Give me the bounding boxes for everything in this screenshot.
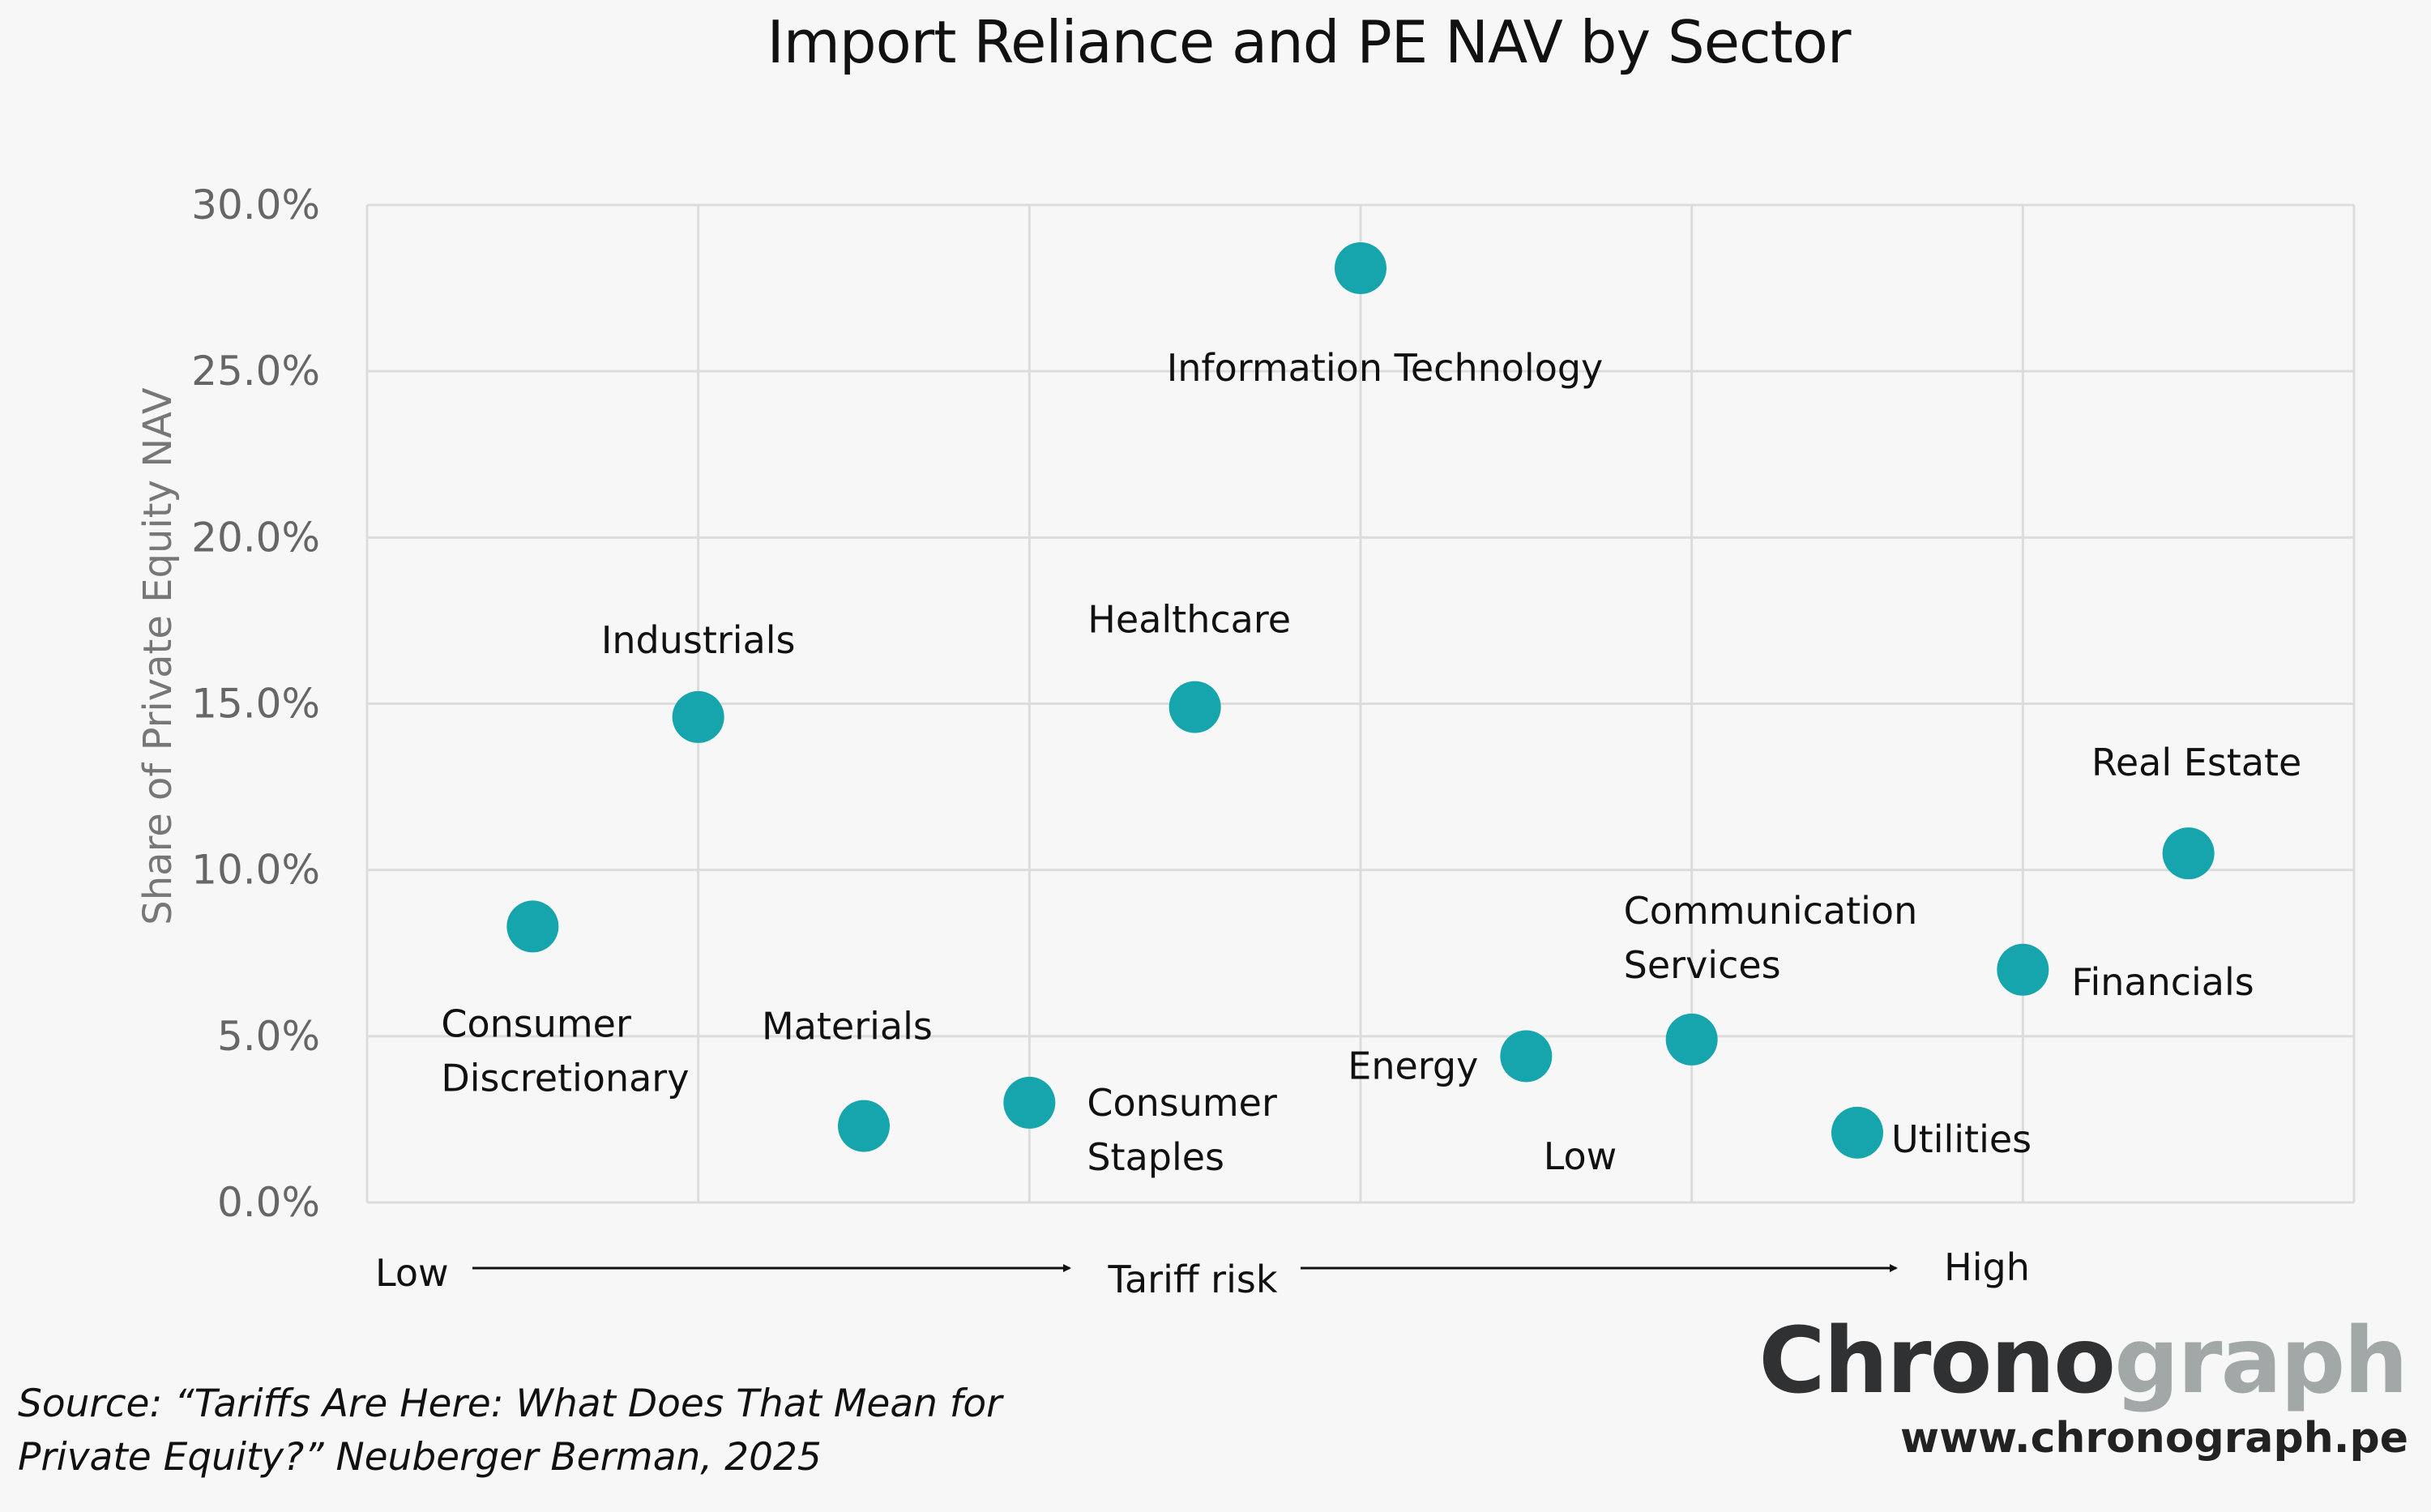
logo-text-light: graph <box>2114 1309 2408 1414</box>
data-point <box>1997 943 2049 996</box>
y-tick-label: 0.0% <box>217 1179 320 1226</box>
data-point <box>1335 241 1386 294</box>
point-label: Discretionary <box>441 1056 689 1100</box>
point-label: Communication <box>1624 889 1918 933</box>
data-point <box>2162 827 2215 880</box>
point-label: Consumer <box>1087 1081 1277 1125</box>
logo-text-dark: Chrono <box>1758 1309 2116 1414</box>
point-label: Utilities <box>1891 1117 2032 1161</box>
y-tick-label: 30.0% <box>191 182 320 229</box>
data-point <box>672 690 724 743</box>
point-label: Services <box>1624 943 1781 987</box>
point-label: Financials <box>2071 960 2254 1004</box>
chronograph-logo: Chronograph <box>1758 1309 2408 1414</box>
source-line-1: Source: “Tariffs Are Here: What Does Tha… <box>18 1382 1002 1426</box>
x-axis-high-label: High <box>1944 1245 2030 1289</box>
point-label: Consumer <box>441 1002 631 1045</box>
data-point <box>1831 1106 1883 1159</box>
point-label: Healthcare <box>1087 598 1291 642</box>
chart-title: Import Reliance and PE NAV by Sector <box>767 8 1852 76</box>
point-label: Materials <box>762 1005 933 1049</box>
point-label: Industrials <box>601 618 796 662</box>
y-tick-label: 25.0% <box>191 348 320 395</box>
y-tick-label: 5.0% <box>217 1013 320 1060</box>
y-tick-label: 15.0% <box>191 681 320 728</box>
source-line-2: Private Equity?” Neuberger Berman, 2025 <box>18 1435 822 1480</box>
data-point <box>506 900 559 953</box>
brand-url: www.chronograph.pe <box>1900 1414 2408 1463</box>
y-tick-label: 20.0% <box>191 514 320 561</box>
data-point <box>1665 1013 1718 1066</box>
y-tick-label: 10.0% <box>191 847 320 894</box>
annotation-label: Low <box>1544 1134 1617 1178</box>
point-label: Information Technology <box>1167 346 1604 390</box>
x-axis-low-label: Low <box>375 1251 449 1295</box>
data-point <box>1169 681 1221 733</box>
data-point <box>1003 1076 1056 1129</box>
point-label: Real Estate <box>2091 741 2301 784</box>
data-point <box>1500 1030 1553 1083</box>
point-label: Energy <box>1348 1044 1478 1087</box>
point-label: Staples <box>1087 1135 1224 1179</box>
x-axis-center-label: Tariff risk <box>1108 1258 1278 1301</box>
data-point <box>838 1100 890 1152</box>
source-note: Source: “Tariffs Are Here: What Does Tha… <box>18 1377 1071 1484</box>
